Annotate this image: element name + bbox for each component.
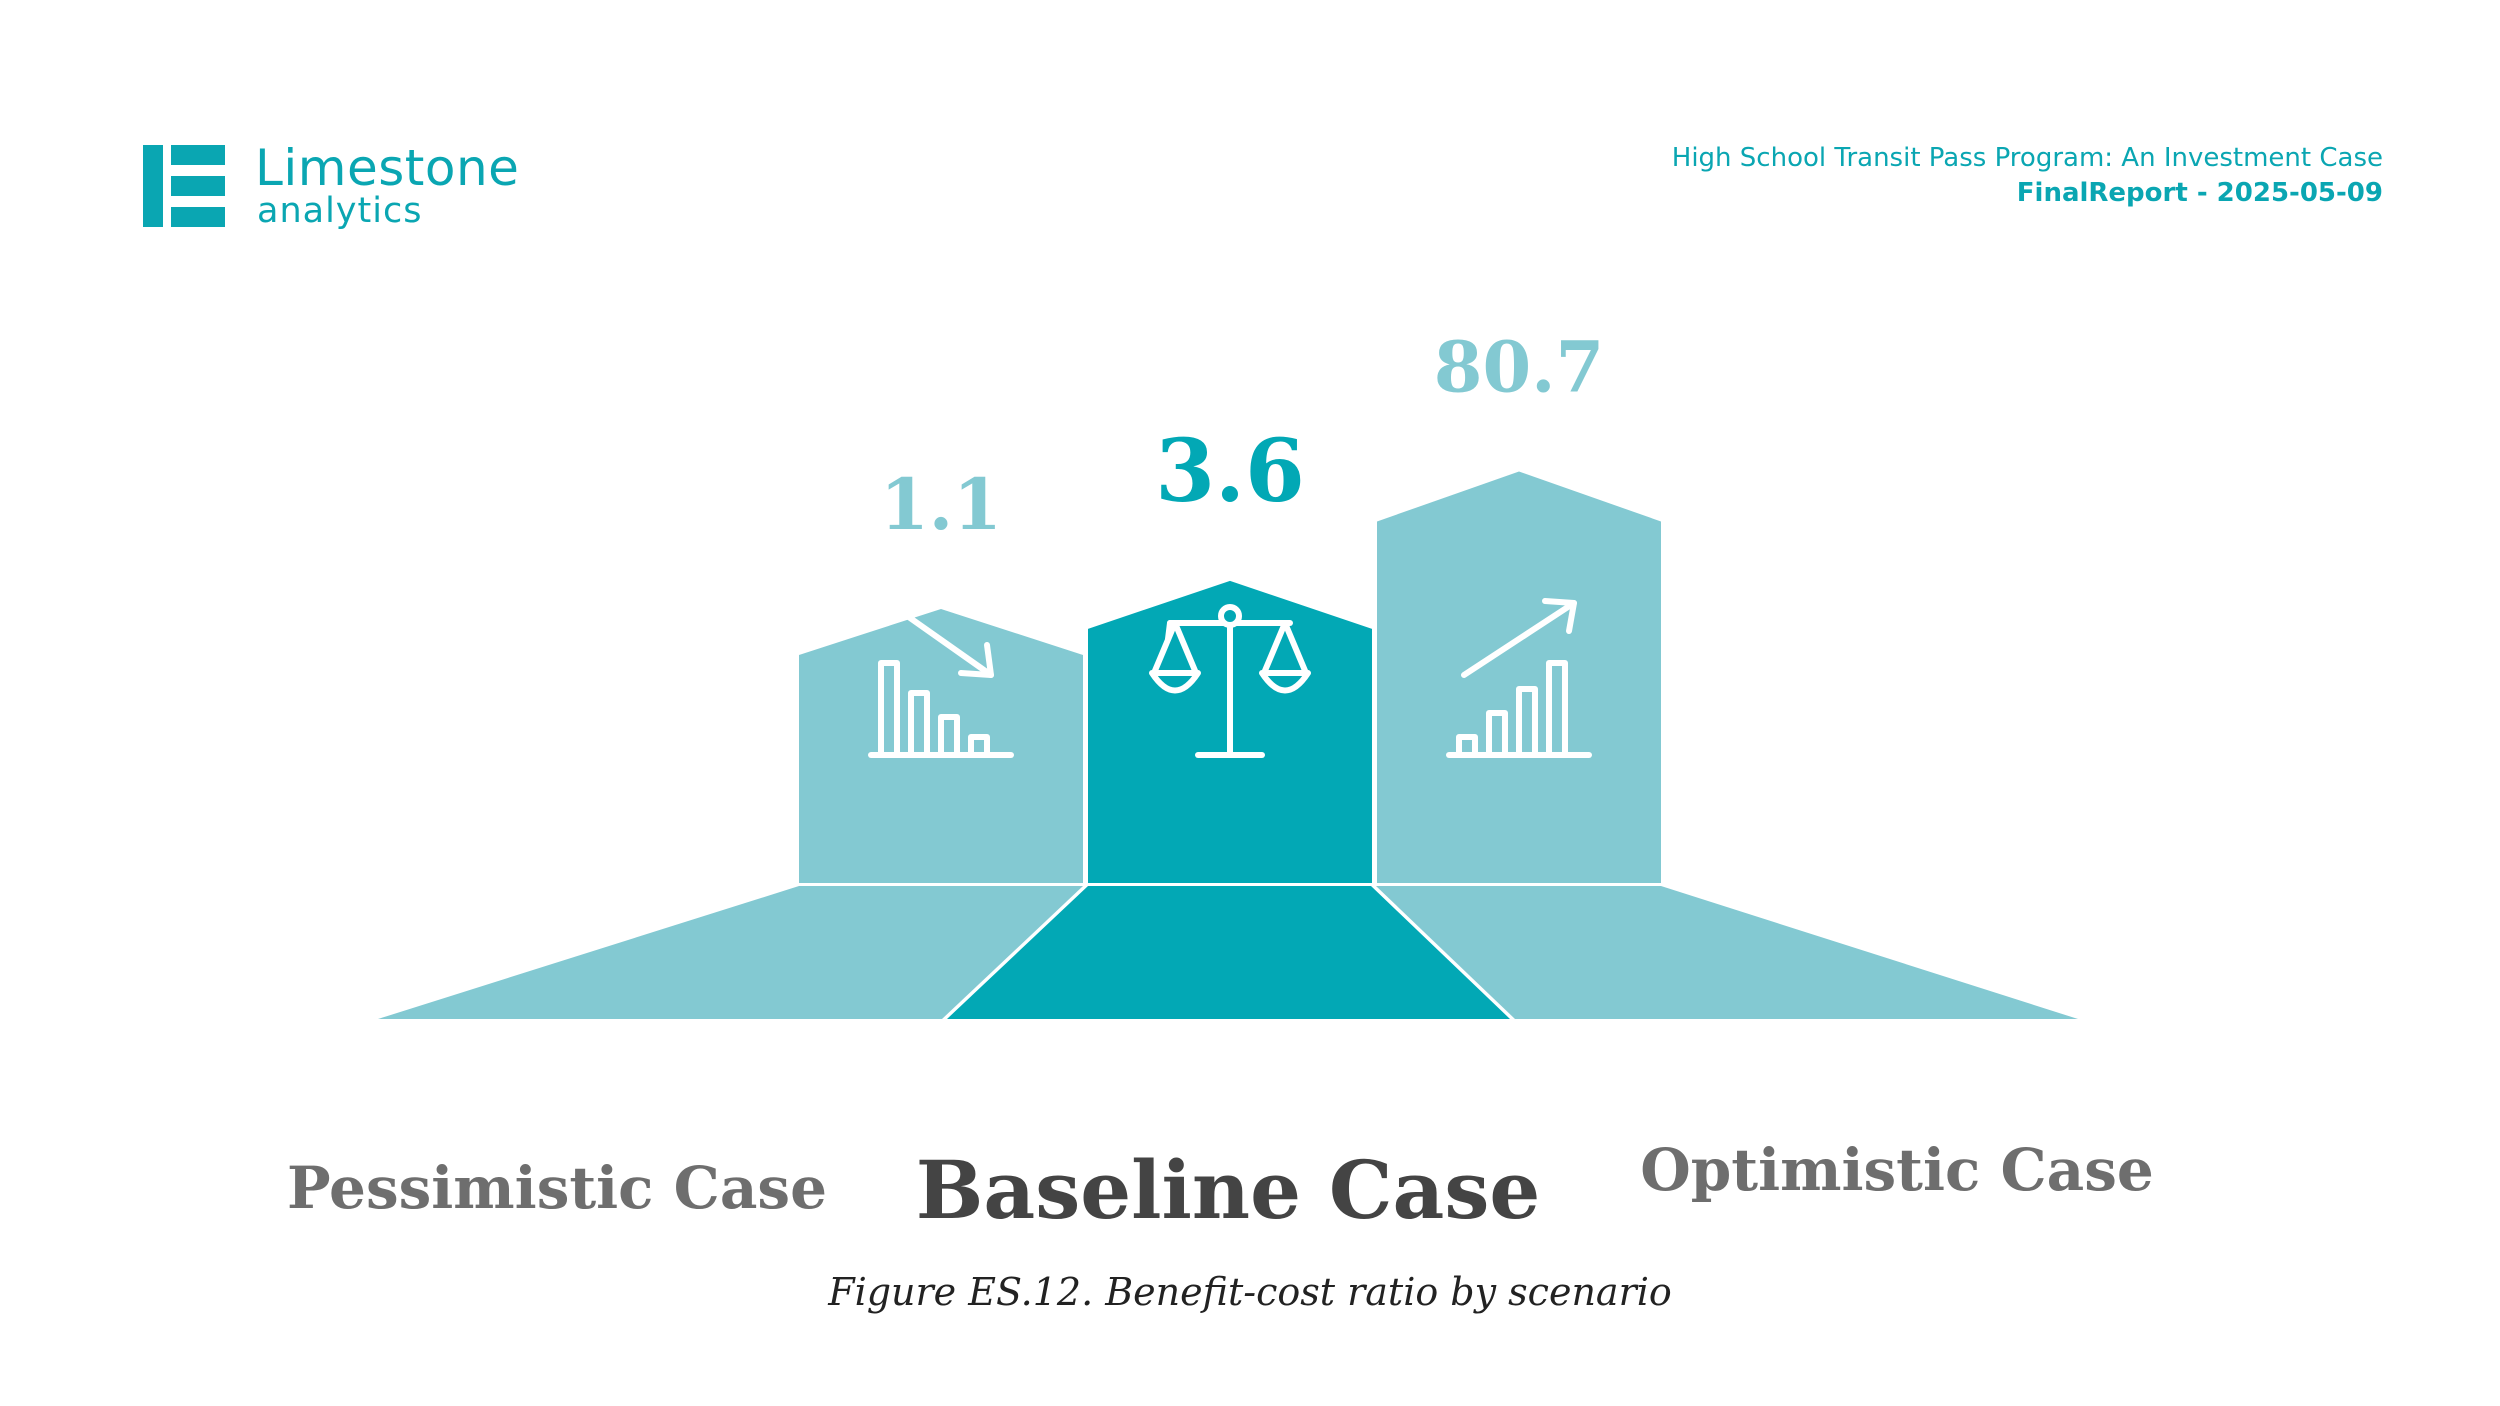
balance-scale-icon (1149, 604, 1311, 758)
logo-mark-icon (143, 145, 225, 227)
base-center (947, 886, 1510, 1019)
value-label-optimistic-case: 80.7 (1434, 325, 1605, 408)
chart-down-icon (868, 598, 1014, 758)
report-subtitle: FinalReport - 2025-05-09 (2016, 178, 2383, 208)
base-right (1376, 886, 2078, 1019)
report-header: High School Transit Pass Program: An Inv… (1672, 140, 2383, 210)
category-label-pessimistic-case: Pessimistic Case (287, 1154, 827, 1222)
brand-name: Limestone (255, 139, 520, 197)
bar-optimistic-case (1377, 471, 1661, 883)
category-label-baseline-case: Baseline Case (916, 1143, 1541, 1237)
limestone-logo: Limestone analytics (143, 139, 563, 245)
value-label-pessimistic-case: 1.1 (880, 463, 1002, 546)
value-label-baseline-case: 3.6 (1155, 421, 1305, 522)
category-label-optimistic-case: Optimistic Case (1640, 1136, 2154, 1204)
brand-subtitle: analytics (257, 191, 423, 231)
chart-up-icon (1446, 598, 1592, 758)
report-title: High School Transit Pass Program: An Inv… (1671, 143, 2383, 173)
figure-caption: Figure ES.12. Benefit-cost ratio by scen… (828, 1270, 1672, 1314)
base-left (378, 886, 1083, 1019)
